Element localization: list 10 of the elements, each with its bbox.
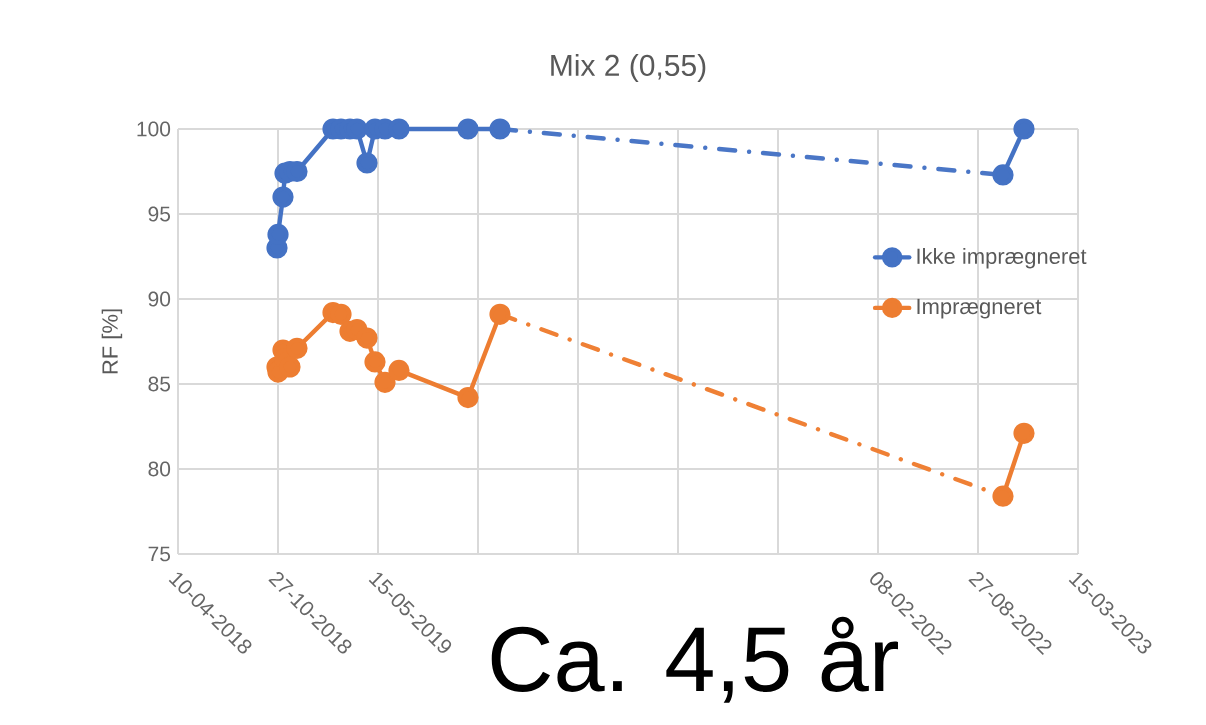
y-tick-label: 100 xyxy=(137,121,171,137)
y-tick-label: 75 xyxy=(148,546,171,562)
chart-title: Mix 2 (0,55) xyxy=(551,53,706,82)
legend-label: Ikke imprægneret xyxy=(917,247,1087,269)
y-tick-label: 95 xyxy=(148,206,171,222)
y-axis-title: RF [%] xyxy=(101,309,123,374)
y-tick-label: 80 xyxy=(148,461,171,477)
y-tick-label: 85 xyxy=(148,376,171,392)
y-tick-label: 90 xyxy=(148,291,171,307)
legend-label: Imprægneret xyxy=(917,298,1042,319)
